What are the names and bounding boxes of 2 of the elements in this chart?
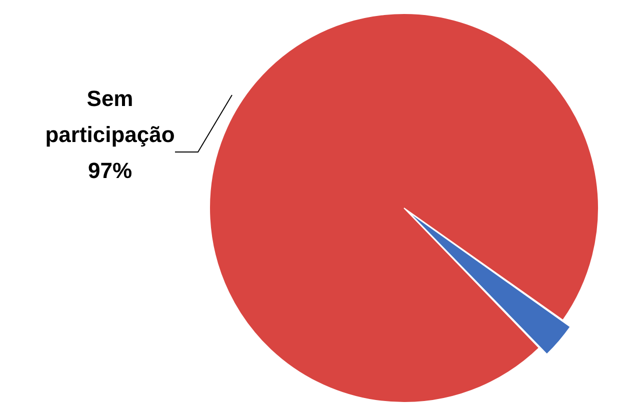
data-label: 97% xyxy=(88,158,132,184)
slice-label: Sem participação xyxy=(45,86,175,148)
